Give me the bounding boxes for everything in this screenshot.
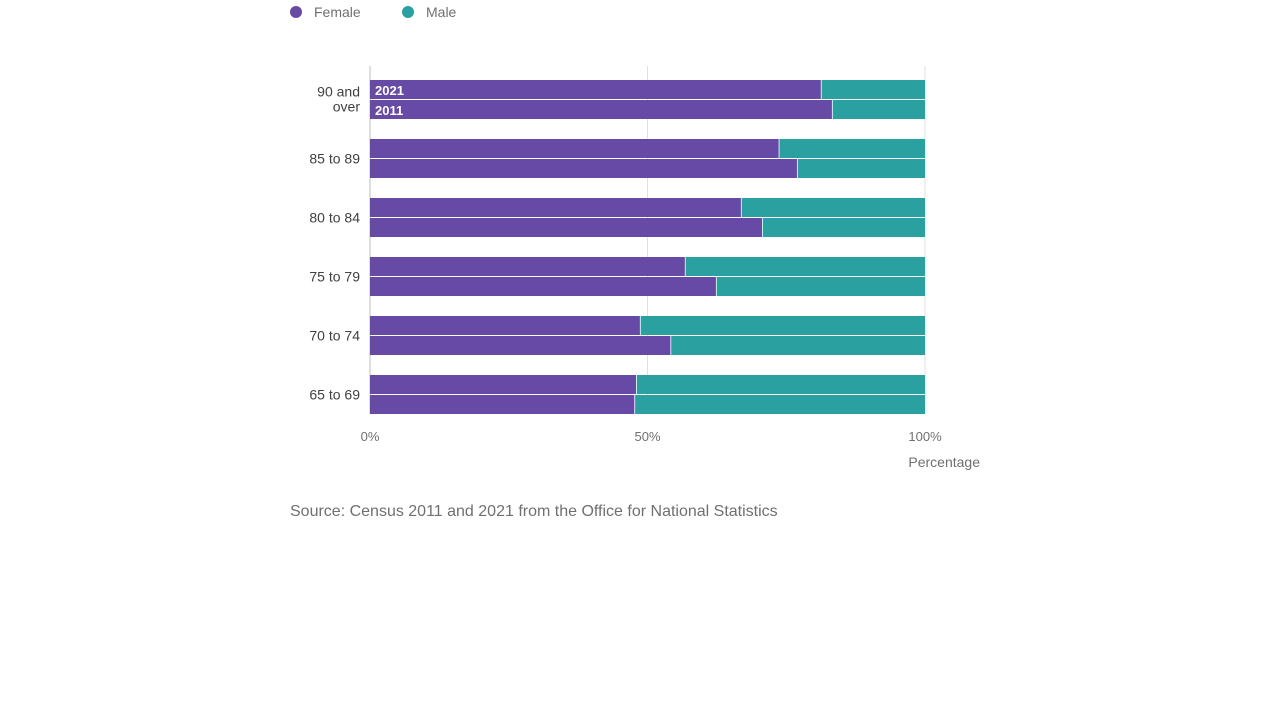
bar-male-85-to-89-2021 bbox=[779, 139, 925, 158]
bar-year-label-2021: 2021 bbox=[375, 83, 404, 98]
bar-female-65-to-69-2011 bbox=[370, 395, 635, 414]
legend-marker-female bbox=[290, 6, 302, 18]
bar-male-80-to-84-2011 bbox=[762, 218, 925, 237]
bar-female-80-to-84-2021 bbox=[370, 198, 742, 217]
x-tick-50: 50% bbox=[634, 429, 660, 444]
x-tick-labels: 0% 50% 100% bbox=[361, 429, 942, 444]
x-tick-100: 100% bbox=[908, 429, 942, 444]
bar-male-70-to-74-2021 bbox=[640, 316, 925, 335]
category-label-65-to-69: 65 to 69 bbox=[309, 387, 360, 403]
legend-label-female: Female bbox=[314, 4, 361, 20]
category-labels: 90 and over 85 to 89 80 to 84 75 to 79 70 to … bbox=[309, 84, 360, 403]
bar-male-75-to-79-2021 bbox=[685, 257, 925, 276]
category-label-75-to-79: 75 to 79 bbox=[309, 269, 360, 285]
bar-female-90-and-over-2011 bbox=[370, 100, 833, 119]
x-axis-title: Percentage bbox=[908, 454, 980, 470]
bar-female-80-to-84-2011 bbox=[370, 218, 763, 237]
category-label-70-to-74: 70 to 74 bbox=[309, 328, 360, 344]
category-label-90-and-over: 90 and over bbox=[317, 84, 360, 115]
bar-female-70-to-74-2021 bbox=[370, 316, 641, 335]
x-tick-0: 0% bbox=[361, 429, 380, 444]
legend-label-male: Male bbox=[426, 4, 457, 20]
bar-male-90-and-over-2021 bbox=[821, 80, 925, 99]
bar-female-85-to-89-2011 bbox=[370, 159, 798, 178]
bar-male-80-to-84-2021 bbox=[741, 198, 925, 217]
bar-female-85-to-89-2021 bbox=[370, 139, 780, 158]
bar-female-70-to-74-2011 bbox=[370, 336, 671, 355]
bar-male-75-to-79-2011 bbox=[716, 277, 925, 296]
bar-male-70-to-74-2011 bbox=[670, 336, 925, 355]
legend-marker-male bbox=[402, 6, 414, 18]
bars: 2021 2011 bbox=[370, 80, 925, 414]
source-note: Source: Census 2011 and 2021 from the Of… bbox=[290, 503, 778, 520]
grid bbox=[369, 66, 926, 414]
legend: Female Male bbox=[290, 4, 457, 20]
bar-male-65-to-69-2021 bbox=[636, 375, 925, 394]
category-label-85-to-89: 85 to 89 bbox=[309, 151, 360, 167]
bar-male-85-to-89-2011 bbox=[797, 159, 925, 178]
bar-female-90-and-over-2021 bbox=[370, 80, 822, 99]
bar-year-label-2011: 2011 bbox=[375, 103, 403, 118]
bar-female-65-to-69-2021 bbox=[370, 375, 637, 394]
bar-female-75-to-79-2011 bbox=[370, 277, 717, 296]
bar-male-90-and-over-2011 bbox=[832, 100, 925, 119]
bar-female-75-to-79-2021 bbox=[370, 257, 686, 276]
category-label-80-to-84: 80 to 84 bbox=[309, 210, 360, 226]
bar-male-65-to-69-2011 bbox=[634, 395, 925, 414]
